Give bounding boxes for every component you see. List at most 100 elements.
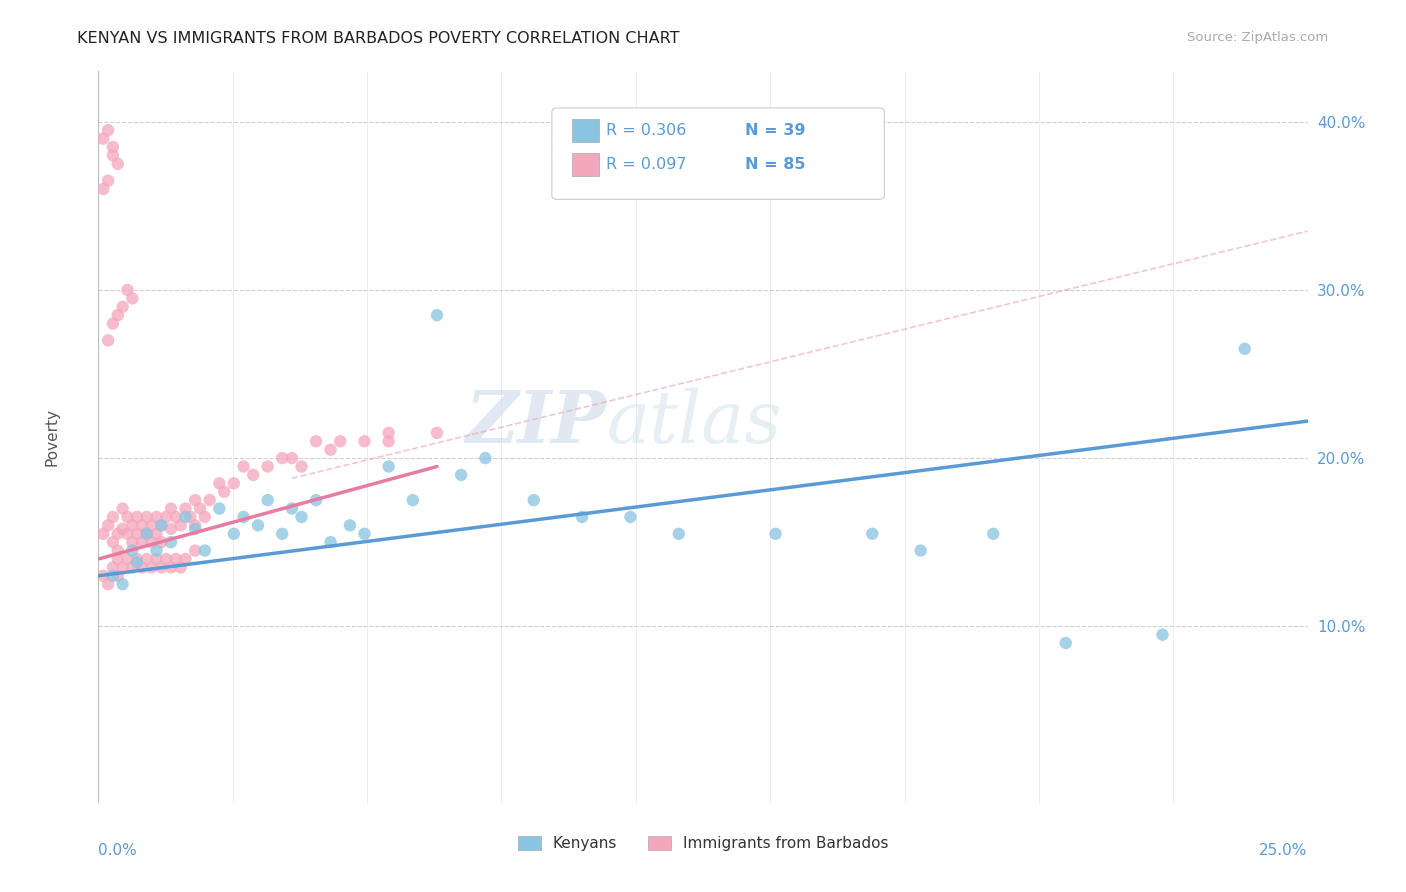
FancyBboxPatch shape (572, 153, 599, 176)
Text: 25.0%: 25.0% (1260, 843, 1308, 858)
Point (765, 526, 787, 541)
Point (91, 526, 114, 541)
Point (117, 552, 139, 566)
Point (160, 560, 183, 574)
Legend: Kenyans, Immigrants from Barbados: Kenyans, Immigrants from Barbados (512, 830, 894, 857)
Point (135, 526, 157, 541)
Point (377, 434, 399, 449)
Point (377, 459, 399, 474)
Point (160, 522, 183, 536)
Point (377, 425, 399, 440)
Point (107, 543, 129, 558)
Point (107, 552, 129, 566)
Point (184, 522, 207, 536)
Point (910, 543, 932, 558)
Point (141, 535, 163, 549)
Point (523, 493, 546, 508)
Point (150, 560, 173, 574)
Point (127, 555, 149, 569)
Point (329, 434, 352, 449)
Point (135, 552, 157, 566)
Point (174, 510, 197, 524)
Point (305, 493, 328, 508)
Point (474, 451, 496, 466)
Point (184, 543, 207, 558)
Point (232, 459, 254, 474)
Point (101, 510, 124, 524)
Point (281, 501, 304, 516)
Point (160, 501, 183, 516)
Point (402, 493, 425, 508)
Point (281, 451, 304, 466)
Point (131, 535, 153, 549)
Point (194, 543, 217, 558)
Point (208, 476, 231, 491)
Point (271, 451, 294, 466)
Point (194, 510, 217, 524)
Point (150, 518, 173, 533)
Point (127, 552, 149, 566)
Point (111, 300, 134, 314)
Point (184, 518, 207, 533)
Point (212, 484, 235, 499)
Point (426, 308, 449, 322)
Point (271, 526, 294, 541)
Point (571, 510, 593, 524)
Point (232, 510, 254, 524)
Point (135, 510, 157, 524)
Point (619, 510, 641, 524)
Point (117, 510, 139, 524)
Point (141, 518, 163, 533)
Text: KENYAN VS IMMIGRANTS FROM BARBADOS POVERTY CORRELATION CHART: KENYAN VS IMMIGRANTS FROM BARBADOS POVER… (77, 31, 681, 46)
Text: atlas: atlas (606, 387, 782, 458)
Point (198, 493, 221, 508)
Point (174, 552, 197, 566)
Point (131, 560, 153, 574)
Point (117, 526, 139, 541)
Point (256, 493, 278, 508)
Point (179, 510, 201, 524)
Point (222, 526, 245, 541)
Point (135, 526, 157, 541)
Point (97, 577, 120, 591)
Point (121, 560, 143, 574)
Text: 0.0%: 0.0% (98, 843, 138, 858)
Point (165, 552, 187, 566)
Point (242, 467, 264, 482)
Point (1152, 627, 1174, 641)
Point (290, 459, 312, 474)
Point (127, 526, 149, 541)
FancyBboxPatch shape (572, 119, 599, 143)
Point (184, 493, 207, 508)
Point (247, 518, 270, 533)
Text: Poverty: Poverty (45, 408, 60, 467)
Point (107, 526, 129, 541)
Point (188, 501, 211, 516)
Text: R = 0.306: R = 0.306 (606, 123, 686, 138)
Point (91, 569, 114, 583)
Text: ZIP: ZIP (465, 387, 606, 458)
Text: Source: ZipAtlas.com: Source: ZipAtlas.com (1188, 31, 1329, 45)
Point (101, 560, 124, 574)
Point (668, 526, 690, 541)
Point (169, 518, 191, 533)
Point (208, 501, 231, 516)
Point (97, 334, 120, 348)
Point (160, 535, 183, 549)
Point (121, 518, 143, 533)
Point (107, 157, 129, 171)
Point (145, 543, 167, 558)
Point (256, 459, 278, 474)
Point (145, 510, 167, 524)
Point (1233, 342, 1256, 356)
Point (145, 552, 167, 566)
Point (155, 510, 177, 524)
Point (450, 467, 472, 482)
Point (117, 283, 139, 297)
Point (155, 552, 177, 566)
Point (319, 442, 342, 457)
Point (111, 577, 134, 591)
Point (339, 518, 361, 533)
Point (97, 123, 120, 137)
Point (353, 526, 375, 541)
